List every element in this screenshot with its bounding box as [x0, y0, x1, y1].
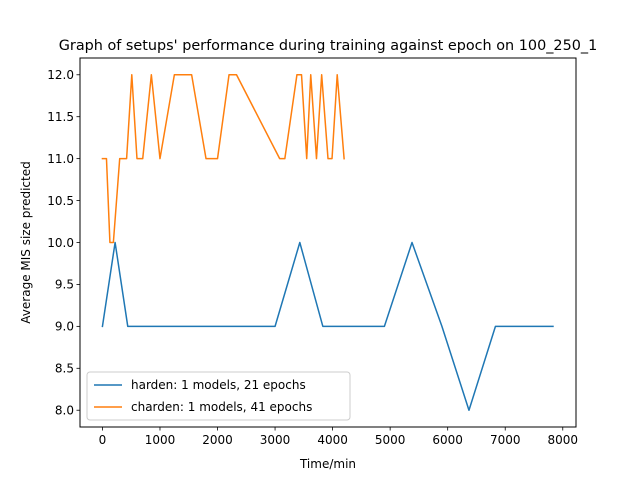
y-tick-label: 8.0: [55, 404, 74, 418]
y-tick-label: 11.0: [47, 152, 74, 166]
x-tick-label: 8000: [547, 433, 578, 447]
y-axis-label: Average MIS size predicted: [19, 161, 33, 323]
plot-lines: [101, 74, 554, 411]
legend: harden: 1 models, 21 epochs charden: 1 m…: [86, 371, 351, 421]
x-tick-label: 7000: [490, 433, 521, 447]
y-tick-label: 11.5: [47, 110, 74, 124]
y-axis-ticks: 8.0 8.5 9.0 9.5 10.0 10.5 11.0 11.5 12.0: [47, 68, 80, 418]
legend-label-harden: harden: 1 models, 21 epochs: [131, 378, 306, 392]
legend-label-charden: charden: 1 models, 41 epochs: [131, 400, 312, 414]
y-tick-label: 10.5: [47, 194, 74, 208]
x-axis-ticks: 0 1000 2000 3000 4000 5000 6000 7000 8000: [99, 427, 578, 447]
series-line-1: [101, 74, 345, 244]
x-tick-label: 1000: [145, 433, 176, 447]
chart-title: Graph of setups' performance during trai…: [59, 38, 597, 54]
x-tick-label: 3000: [260, 433, 291, 447]
y-tick-label: 9.0: [55, 320, 74, 334]
y-tick-label: 8.5: [55, 362, 74, 376]
y-tick-label: 12.0: [47, 68, 74, 82]
x-tick-label: 4000: [317, 433, 348, 447]
x-tick-label: 2000: [202, 433, 233, 447]
x-tick-label: 0: [99, 433, 107, 447]
legend-box: [86, 371, 351, 421]
x-tick-label: 5000: [375, 433, 406, 447]
x-tick-label: 6000: [432, 433, 463, 447]
y-tick-label: 10.0: [47, 236, 74, 250]
y-tick-label: 9.5: [55, 278, 74, 292]
x-axis-label: Time/min: [299, 457, 356, 471]
series-line-0: [101, 241, 554, 411]
